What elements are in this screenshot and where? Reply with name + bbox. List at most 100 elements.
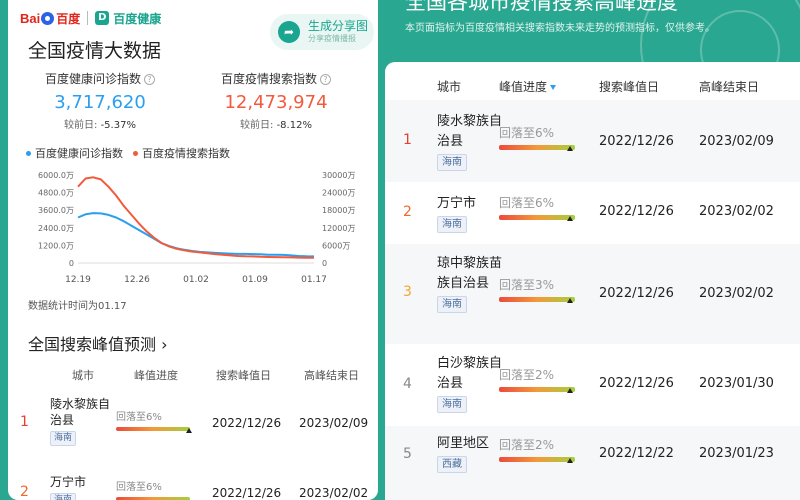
- peak-date: 2022/12/26: [599, 286, 674, 301]
- x-tick-label: 01.09: [242, 275, 268, 285]
- row-rank: 2: [20, 484, 29, 500]
- section-title-text: 全国搜索峰值预测: [28, 335, 157, 354]
- progress-marker-icon: [186, 428, 192, 433]
- section-title-peak-forecast[interactable]: 全国搜索峰值预测 ›: [28, 331, 168, 355]
- y-left-tick-label: 3600.0万: [38, 206, 74, 215]
- province-tag: 海南: [50, 493, 77, 500]
- col-header-progress-text: 峰值进度: [499, 80, 548, 94]
- left-panel: Bai 百度 D 百度健康 ➦ 生成分享图 分享疫情播报 全国疫情大数据 百度健…: [8, 0, 378, 500]
- series-line-consult: [77, 212, 315, 258]
- legend-label: 百度疫情搜索指数: [142, 147, 230, 160]
- info-icon[interactable]: ?: [144, 74, 155, 85]
- province-tag: 西藏: [437, 456, 467, 473]
- share-title: 生成分享图: [308, 19, 369, 33]
- y-left-tick-label: 0: [69, 259, 74, 268]
- col-header-peak-date: 搜索峰值日: [216, 369, 271, 382]
- peak-progress: 回落至3%: [499, 276, 575, 303]
- chevron-right-icon: ›: [161, 335, 168, 354]
- peak-date: 2022/12/26: [212, 416, 282, 430]
- logo-divider: [87, 11, 89, 25]
- col-header-end-date: 高峰结束日: [699, 80, 760, 94]
- right-panel: 城市 峰值进度 搜索峰值日 高峰结束日 1 陵水黎族自治县 海南 回落至6% 2…: [385, 62, 800, 500]
- progress-bar: [499, 457, 575, 462]
- sort-desc-icon: [550, 85, 557, 90]
- province-tag: 海南: [437, 396, 467, 413]
- table-row[interactable]: 1 陵水黎族自治县 海南 回落至6% 2022/12/26 2023/02/09: [385, 100, 800, 182]
- peak-progress: 回落至2%: [499, 366, 575, 393]
- x-tick-label: 12.19: [65, 275, 91, 285]
- table-row[interactable]: 3 琼中黎族苗族自治县 海南 回落至3% 2022/12/26 2023/02/…: [385, 244, 800, 344]
- row-rank: 5: [403, 446, 412, 462]
- progress-label: 回落至6%: [116, 412, 162, 423]
- share-arrow-icon: ➦: [278, 21, 300, 43]
- end-date: 2023/01/23: [699, 446, 774, 461]
- metric-value: 3,717,620: [54, 92, 146, 113]
- series-line-search: [77, 176, 315, 259]
- col-header-progress: 峰值进度: [134, 369, 178, 382]
- share-subtitle: 分享疫情播报: [308, 34, 356, 43]
- legend-label: 百度健康问诊指数: [35, 147, 123, 160]
- city-name: 万宁市: [437, 196, 477, 211]
- right-disclaimer: 本页面指标为百度疫情相关搜索指数未来走势的预测指标，仅供参考。: [405, 23, 715, 34]
- col-header-end-date: 高峰结束日: [304, 369, 359, 382]
- peak-date: 2022/12/26: [599, 204, 674, 219]
- city-name: 阿里地区: [437, 436, 490, 451]
- table-row[interactable]: 2 万宁市 海南 回落至6% 2022/12/26 2023/02/02: [385, 182, 800, 244]
- progress-bar: [499, 387, 575, 392]
- col-header-progress[interactable]: 峰值进度: [499, 78, 557, 95]
- progress-marker-icon: [567, 146, 573, 151]
- legend-item-consult[interactable]: 百度健康问诊指数: [26, 145, 123, 161]
- province-tag: 海南: [437, 154, 467, 171]
- end-date: 2023/02/09: [699, 134, 774, 149]
- progress-marker-icon: [567, 298, 573, 303]
- chart-legend: 百度健康问诊指数 百度疫情搜索指数: [26, 145, 230, 161]
- y-right-tick-label: 18000万: [322, 206, 355, 215]
- province-tag: 海南: [437, 296, 467, 313]
- legend-dot-icon: [133, 150, 138, 156]
- row-rank: 2: [403, 204, 412, 220]
- col-header-peak-date: 搜索峰值日: [599, 80, 660, 94]
- city-name: 陵水黎族自治县: [50, 397, 111, 427]
- metric-delta: -5.37%: [100, 120, 136, 131]
- share-image-button[interactable]: ➦ 生成分享图 分享疫情播报: [270, 14, 374, 50]
- progress-label: 回落至2%: [499, 368, 555, 382]
- city-name: 陵水黎族自治县: [437, 114, 503, 149]
- page-title: 全国疫情大数据: [28, 40, 162, 62]
- metric-delta: -8.12%: [276, 120, 312, 131]
- table-row[interactable]: 4 白沙黎族自治县 海南 回落至2% 2022/12/26 2023/01/30: [385, 344, 800, 426]
- peak-progress: 回落至2%: [499, 436, 575, 463]
- end-date: 2023/01/30: [699, 376, 774, 391]
- delta-label: 较前日:: [64, 120, 98, 131]
- health-logo-icon: D: [95, 11, 110, 25]
- share-text: 生成分享图 分享疫情播报: [308, 19, 368, 45]
- end-date: 2023/02/02: [699, 204, 774, 219]
- baidu-logo-cn: 百度: [56, 11, 81, 26]
- y-left-tick-label: 4800.0万: [38, 189, 74, 198]
- data-timestamp-note: 数据统计时间为01.17: [28, 301, 127, 312]
- legend-item-search[interactable]: 百度疫情搜索指数: [133, 145, 230, 161]
- city-name: 白沙黎族自治县: [437, 356, 503, 391]
- row-rank: 1: [403, 132, 412, 148]
- table-row[interactable]: 5 阿里地区 西藏 回落至2% 2022/12/22 2023/01/23: [385, 426, 800, 500]
- metric-value: 12,473,974: [224, 92, 328, 113]
- progress-bar: [116, 427, 190, 431]
- row-rank: 3: [403, 284, 412, 300]
- y-right-tick-label: 0: [322, 259, 327, 268]
- peak-date: 2022/12/22: [599, 446, 674, 461]
- peak-progress: 回落至6%: [499, 124, 575, 151]
- y-right-tick-label: 24000万: [322, 189, 355, 198]
- baidu-paw-icon: [41, 11, 55, 25]
- progress-marker-icon: [567, 458, 573, 463]
- row-rank: 1: [20, 414, 29, 430]
- peak-progress: 回落至6%: [116, 478, 190, 500]
- brand-logo[interactable]: Bai 百度 D 百度健康: [20, 8, 161, 28]
- progress-bar: [499, 215, 575, 220]
- province-tag: 海南: [50, 431, 77, 446]
- legend-dot-icon: [26, 150, 31, 156]
- peak-date: 2022/12/26: [599, 376, 674, 391]
- y-right-tick-label: 6000万: [322, 241, 350, 250]
- health-brand-name: 百度健康: [113, 11, 162, 26]
- progress-label: 回落至2%: [499, 438, 555, 452]
- info-icon[interactable]: ?: [320, 74, 331, 85]
- peak-date: 2022/12/26: [212, 486, 282, 500]
